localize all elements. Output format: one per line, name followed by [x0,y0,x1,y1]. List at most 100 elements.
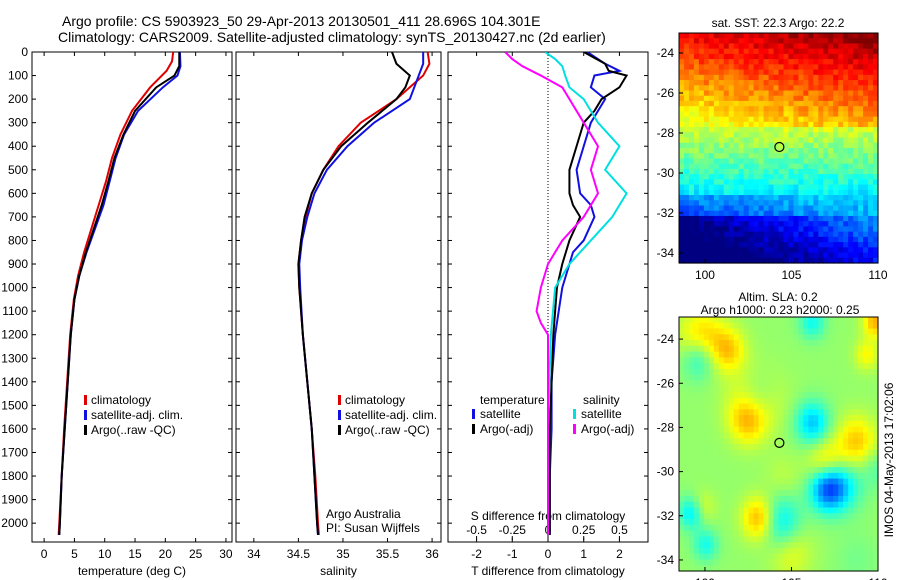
sst-map-cell [853,236,859,243]
sst-map-cell [843,226,849,233]
sst-map-cell [853,168,859,175]
sst-map-cell [858,195,864,201]
sla-map-cell [853,472,859,480]
sla-map-cell [768,386,775,393]
sla-map-cell [698,374,705,382]
sst-map-cell [718,184,725,191]
sla-map-cell [868,524,874,532]
sst-map-cell [853,242,859,248]
sla-map-cell [783,392,790,399]
sst-map-cell [778,236,785,243]
sla-map-cell [773,490,780,497]
sst-map-cell [783,48,790,55]
sst-map-cell [723,242,730,248]
sla-map-cell [753,530,760,537]
sst-map-cell [763,210,770,217]
sst-map-cell [693,210,700,217]
sst-map-cell [838,221,844,228]
sst-map-cell [708,231,715,238]
sst-map-cell [783,153,790,160]
sla-map-cell [793,415,799,422]
sla-map-cell [803,334,809,341]
sla-map-cell [803,444,809,451]
sst-map-cell [853,174,859,180]
sst-map-cell [798,106,804,113]
sst-map-cell [688,195,695,201]
sst-map-cell [679,215,685,222]
sla-map-cell [703,565,710,572]
sla-map-cell [798,415,804,422]
sst-map-cell [853,121,859,128]
sla-map-cell [868,368,874,376]
sla-map-cell [728,490,735,497]
sla-map-cell [788,334,795,341]
sst-map-cell [853,153,859,160]
sla-map-cell [733,524,740,532]
sst-map-cell [728,184,735,191]
sla-map-cell [758,513,765,520]
sla-map-cell [778,322,785,330]
sla-map-cell [833,334,839,341]
sst-map-cell [703,137,710,144]
sst-map-cell [708,200,715,207]
sst-map-cell [803,184,809,191]
sst-map-cell [738,200,745,207]
sla-map-cell [798,524,804,532]
sla-map-cell [758,357,765,364]
sst-map-y-tick-label: -34 [657,246,675,260]
sla-map-cell [818,449,824,457]
sst-map-cell [748,74,755,81]
sla-map-cell [733,420,740,428]
sla-map-cell [723,432,730,439]
sla-map-cell [823,444,829,451]
legend-title: salinity [583,393,620,407]
sst-map-cell [763,38,770,45]
sla-map-cell [738,374,745,382]
sst-map-cell [768,153,775,160]
sst-map-cell [803,59,809,65]
sla-map-cell [863,415,869,422]
sla-map-cell [718,420,725,428]
sst-map-cell [798,33,804,39]
sst-map-cell [713,168,720,175]
sst-map-cell [838,148,844,154]
sla-map-cell [808,328,814,335]
sst-map-cell [778,85,785,92]
sla-map-cell [728,351,735,359]
sst-map-cell [843,174,849,180]
sla-map-cell [708,345,715,353]
sla-map-cell [693,392,700,399]
sst-map-cell [693,48,700,55]
sst-map-cell [768,33,775,39]
sla-map-cell [718,426,725,434]
sla-map-cell [853,374,859,382]
sla-map-cell [753,519,760,526]
sla-map-cell [858,374,864,382]
sst-map-cell [858,69,864,76]
sla-map-cell [818,455,824,462]
sla-map-cell [683,536,690,543]
sla-map-cell [683,403,690,410]
sst-map-y-tick-label: -26 [657,86,675,100]
sla-map-cell [823,392,829,399]
sst-map-cell [788,236,795,243]
sst-map-cell [863,174,869,180]
sla-map-cell [848,461,854,468]
sla-map-cell [713,495,720,503]
sst-map-cell [703,200,710,207]
sst-map-cell [743,69,750,76]
sla-map-cell [753,438,760,445]
sst-map-cell [853,221,859,228]
sla-map-cell [723,484,730,491]
sst-map-cell [823,200,829,207]
sla-map-cell [863,438,869,445]
sst-map-cell [798,148,804,154]
sst-map-cell [793,106,799,113]
sla-map-cell [848,536,854,543]
sst-map-cell [873,158,879,165]
sst-map-cell [773,48,780,55]
sst-map-cell [758,231,765,238]
sst-map-cell [793,80,799,86]
sla-map-cell [793,328,799,335]
sst-map-cell [863,64,869,71]
